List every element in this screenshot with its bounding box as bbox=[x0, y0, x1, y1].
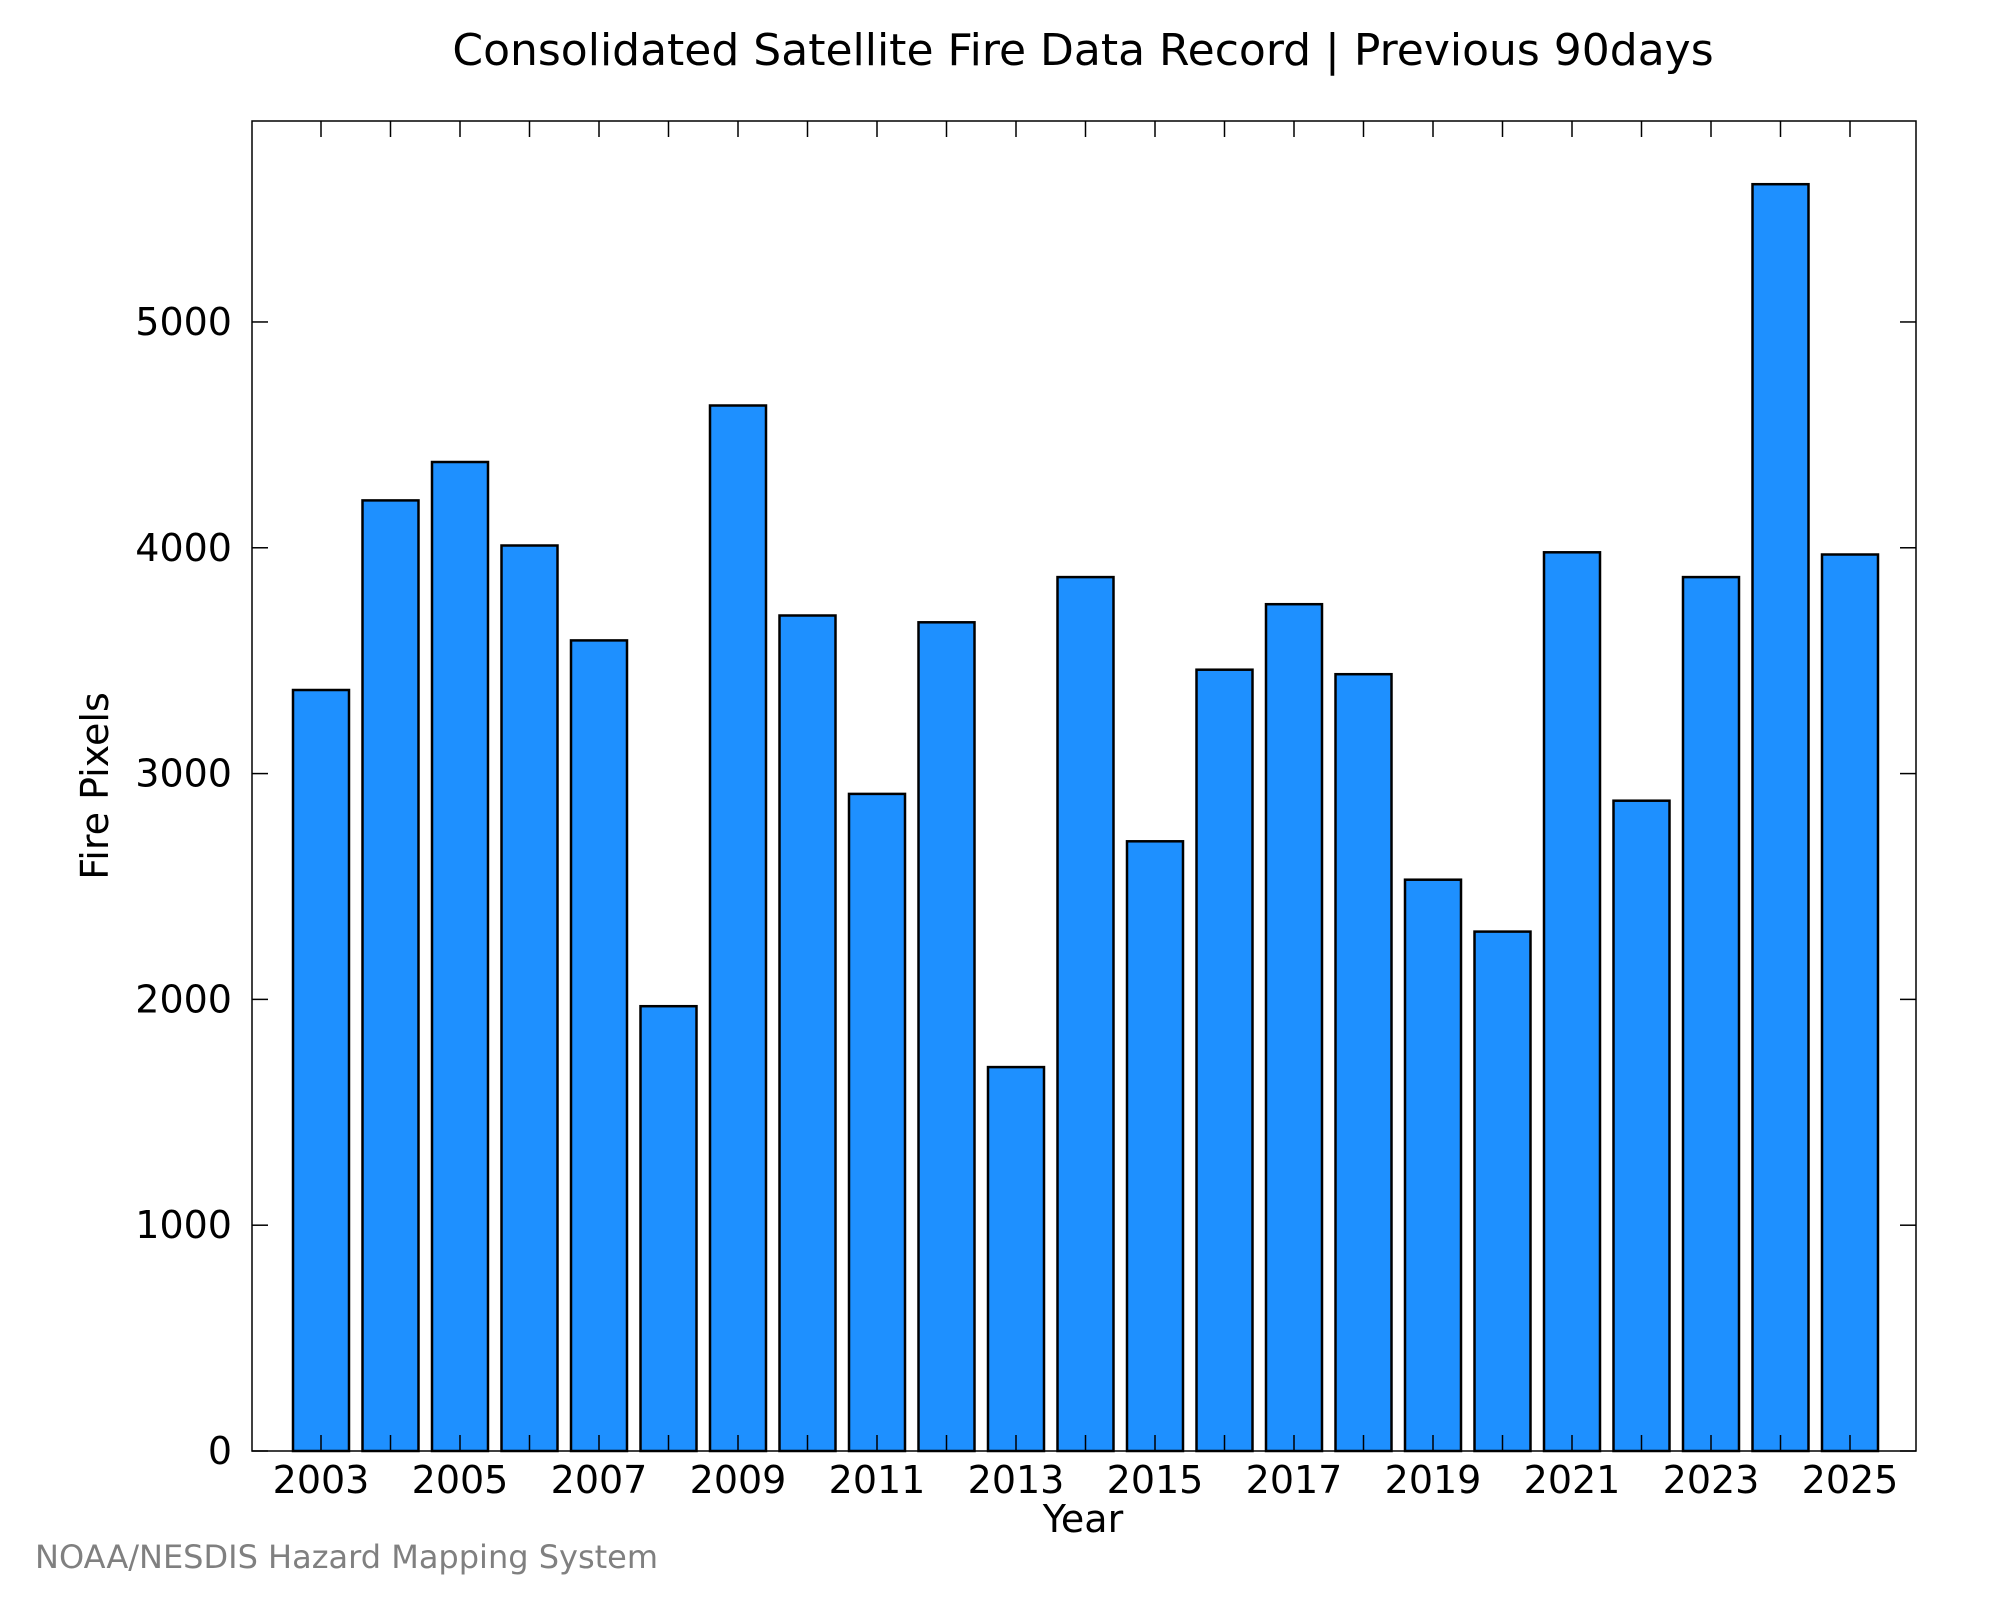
bar-2017 bbox=[1264, 602, 1324, 1453]
bar-2024 bbox=[1751, 182, 1810, 1453]
bar-2015 bbox=[1125, 840, 1185, 1453]
bar-2013 bbox=[986, 1065, 1046, 1453]
bar-2009 bbox=[708, 404, 768, 1453]
x-tick-label: 2011 bbox=[829, 1458, 926, 1502]
bar-2019 bbox=[1403, 878, 1463, 1453]
x-tick-label: 2017 bbox=[1246, 1458, 1343, 1502]
bar-2025 bbox=[1820, 553, 1880, 1453]
x-tick-label: 2015 bbox=[1107, 1458, 1204, 1502]
bar-2005 bbox=[430, 460, 490, 1453]
bars-group bbox=[291, 182, 1880, 1453]
x-tick-label: 2003 bbox=[273, 1458, 370, 1502]
bar-2006 bbox=[500, 544, 559, 1453]
y-tick-label: 0 bbox=[208, 1429, 232, 1473]
x-tick-label: 2023 bbox=[1663, 1458, 1760, 1502]
bar-2008 bbox=[639, 1004, 698, 1453]
x-tick-label: 2019 bbox=[1385, 1458, 1482, 1502]
bar-2020 bbox=[1473, 930, 1532, 1453]
plot-frame bbox=[251, 120, 1917, 1452]
bar-2014 bbox=[1056, 575, 1115, 1453]
bar-2010 bbox=[778, 614, 837, 1453]
y-axis-label: Fire Pixels bbox=[73, 692, 117, 880]
y-tick-label: 4000 bbox=[135, 526, 232, 570]
x-axis-label: Year bbox=[1042, 1497, 1124, 1541]
bar-2003 bbox=[291, 688, 351, 1453]
bar-2004 bbox=[361, 499, 420, 1453]
bar-2011 bbox=[847, 792, 907, 1453]
y-tick-label: 1000 bbox=[135, 1203, 232, 1247]
y-tick-label: 5000 bbox=[135, 300, 232, 344]
bar-2016 bbox=[1195, 668, 1254, 1453]
x-tick-label: 2025 bbox=[1802, 1458, 1899, 1502]
bar-2012 bbox=[917, 621, 976, 1453]
y-axis: 0 1000 2000 3000 4000 5000 bbox=[135, 300, 1916, 1473]
x-tick-label: 2013 bbox=[968, 1458, 1065, 1502]
bar-2007 bbox=[569, 639, 629, 1453]
bar-2018 bbox=[1334, 672, 1393, 1453]
y-tick-label: 3000 bbox=[135, 752, 232, 796]
x-tick-label: 2007 bbox=[551, 1458, 648, 1502]
source-credit: NOAA/NESDIS Hazard Mapping System bbox=[35, 1538, 659, 1576]
chart-title: Consolidated Satellite Fire Data Record … bbox=[452, 25, 1713, 76]
bar-2023 bbox=[1681, 575, 1741, 1453]
x-tick-label: 2005 bbox=[412, 1458, 509, 1502]
y-tick-label: 2000 bbox=[135, 977, 232, 1021]
bar-2021 bbox=[1542, 551, 1602, 1453]
x-tick-label: 2009 bbox=[690, 1458, 787, 1502]
x-tick-label: 2021 bbox=[1524, 1458, 1621, 1502]
bar-2022 bbox=[1612, 799, 1671, 1453]
x-axis: 2003 2005 2007 2009 2011 2013 2015 2017 2019 2021… bbox=[273, 121, 1899, 1502]
